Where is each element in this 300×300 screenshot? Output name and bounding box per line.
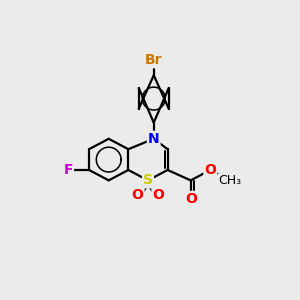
Text: Br: Br [145,53,163,67]
Text: S: S [143,173,153,188]
Text: O: O [152,188,164,203]
Text: O: O [185,192,197,206]
Text: F: F [64,163,73,177]
Text: CH₃: CH₃ [218,174,242,187]
Text: N: N [148,132,160,146]
Text: O: O [204,163,216,177]
Text: O: O [132,188,143,203]
